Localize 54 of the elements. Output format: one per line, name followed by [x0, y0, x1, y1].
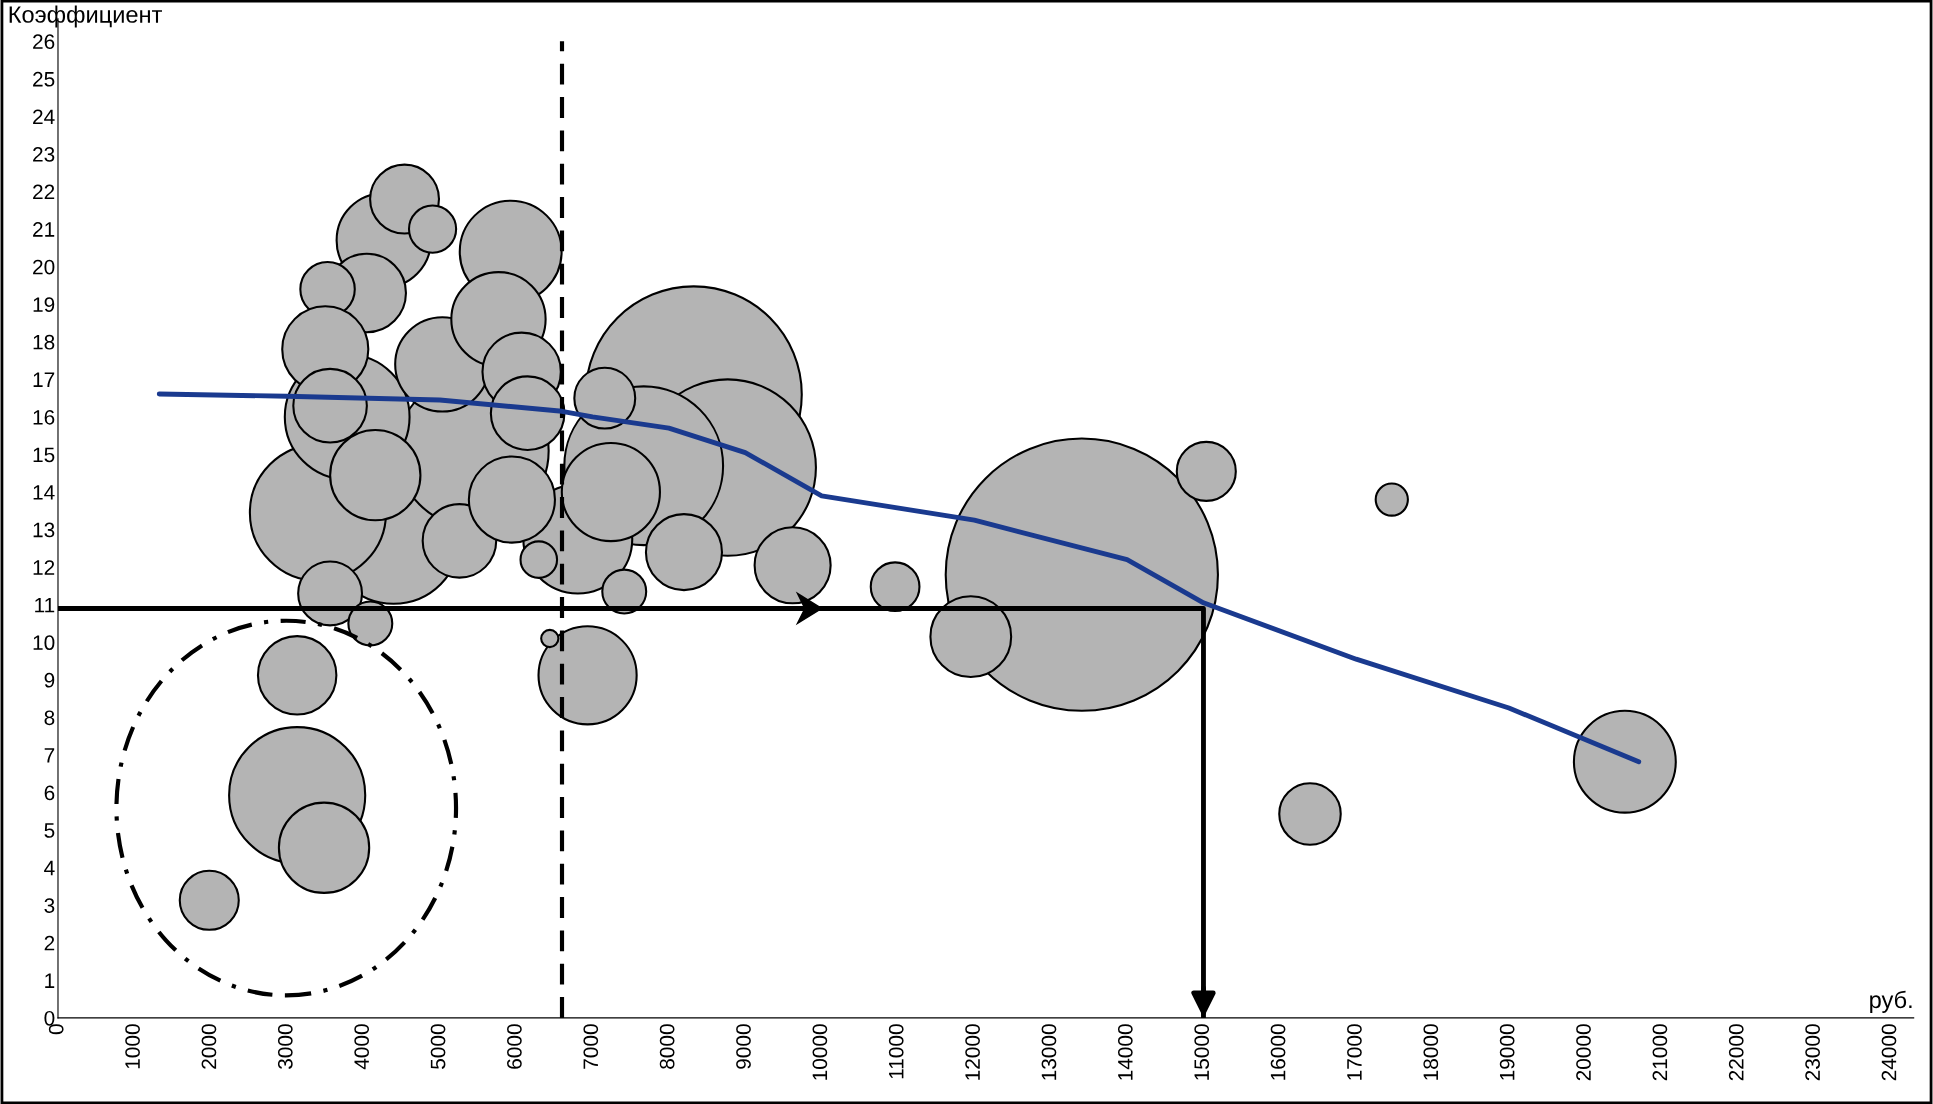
x-tick-label: 9000: [736, 1024, 751, 1069]
x-tick-label: 13000: [1041, 1024, 1057, 1080]
y-tick-label: 7: [44, 748, 55, 763]
y-tick-label: 4: [44, 860, 55, 876]
line-series: [156, 391, 1642, 765]
x-tick-label: 3000: [277, 1024, 293, 1069]
y-tick-label: 20: [33, 259, 55, 275]
y-tick-label: 0: [44, 1010, 55, 1026]
x-tick-label: 5000: [430, 1024, 446, 1069]
x-tick-label: 18000: [1423, 1024, 1439, 1080]
y-tick-label: 8: [44, 710, 55, 726]
x-tick-label: 14000: [1117, 1024, 1133, 1080]
x-tick-label: 4000: [354, 1024, 370, 1070]
x-tick-label: 8000: [659, 1024, 675, 1069]
y-tick-label: 10: [33, 635, 55, 651]
y-tick-label: 9: [44, 672, 55, 688]
y-tick-label: 13: [33, 522, 55, 538]
y-tick-label: 22: [33, 184, 55, 200]
x-tick-label: 15000: [1194, 1024, 1210, 1080]
y-tick-label: 5: [44, 823, 55, 838]
y-tick-label: 2: [44, 935, 55, 951]
x-tick-label: 1000: [125, 1024, 140, 1069]
y-tick-label: 23: [33, 146, 55, 162]
x-tick-label: 16000: [1270, 1024, 1286, 1080]
x-tick-label: 19000: [1499, 1024, 1515, 1080]
y-tick-label: 18: [33, 334, 55, 350]
y-tick-label: 6: [44, 785, 55, 801]
x-tick-label: 24000: [1881, 1024, 1897, 1081]
x-tick-label: 6000: [507, 1024, 522, 1069]
x-tick-label: 7000: [583, 1024, 599, 1069]
y-tick-label: 11: [35, 597, 55, 613]
y-tick-label: 1: [45, 973, 55, 988]
y-tick-label: 3: [44, 898, 55, 913]
y-tick-label: 14: [33, 485, 55, 500]
y-tick-label: 19: [33, 297, 55, 312]
x-tick-label: 17000: [1347, 1024, 1362, 1080]
x-tick-label: 11000: [888, 1024, 904, 1079]
x-tick-label: 20000: [1576, 1024, 1591, 1081]
x-tick-label: 21000: [1652, 1024, 1668, 1081]
y-tick-label: 15: [33, 447, 55, 463]
y-axis-title: Коэффициент: [9, 5, 162, 28]
x-tick-label: 10000: [812, 1024, 828, 1080]
x-axis-title: руб.: [1870, 990, 1912, 1013]
x-tick-label: 23000: [1805, 1024, 1820, 1081]
x-tick-label: 22000: [1728, 1024, 1744, 1081]
y-tick-label: 25: [33, 71, 55, 87]
y-tick-label: 16: [33, 409, 55, 425]
x-tick-label: 2000: [201, 1024, 217, 1069]
x-tick-label: 12000: [965, 1024, 980, 1080]
y-tick-label: 26: [33, 34, 55, 50]
y-tick-label: 12: [33, 560, 55, 575]
y-tick-label: 24: [33, 109, 55, 124]
y-tick-label: 21: [33, 222, 55, 237]
y-tick-label: 17: [33, 372, 55, 387]
